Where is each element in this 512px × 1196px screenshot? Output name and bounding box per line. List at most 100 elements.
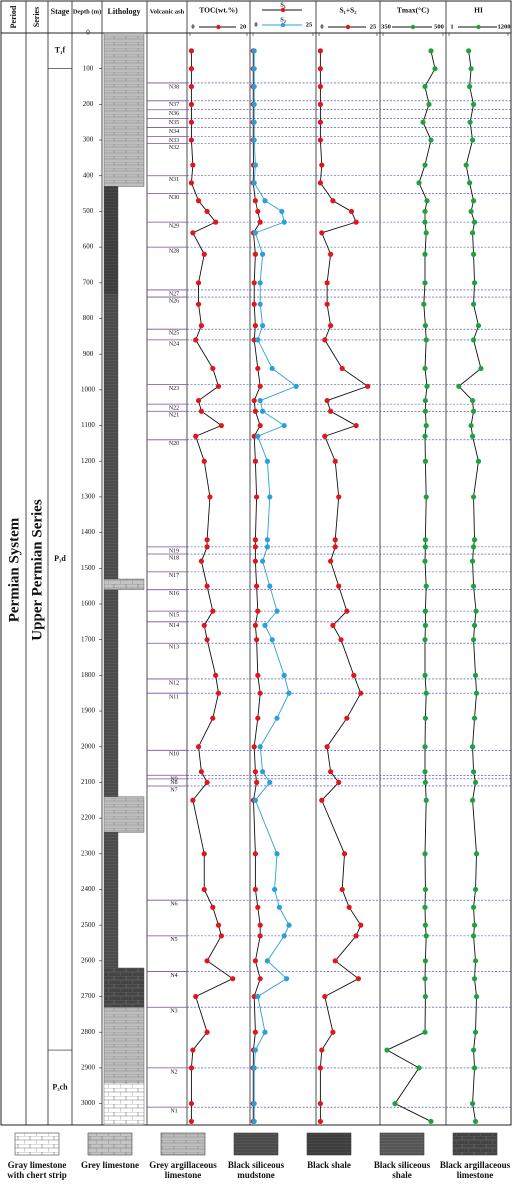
sample-point [341,851,348,857]
sample-point [470,933,477,939]
sample-point [423,933,429,939]
sample-point [471,280,478,286]
ash-label: N2 [170,1069,177,1075]
sample-point [471,537,478,543]
sample-point [264,537,270,543]
sample-point [328,323,334,329]
sample-point [471,219,478,225]
sample-point [255,365,261,372]
legend-label: S₁ [280,1,286,8]
x-tick-label: 0 [320,23,323,30]
depth-tick-label: 900 [83,350,94,358]
sample-point [384,1047,390,1053]
sample-point [330,622,336,628]
sample-point [252,958,258,964]
sample-point [252,1029,258,1035]
sample-point [466,48,472,54]
x-tick-label: 0 [191,23,194,30]
sample-point [422,433,428,439]
sample-point [188,1100,195,1107]
sample-point [274,608,280,614]
legend-label: Gray limestone with chert strip [7,1160,67,1180]
sample-point [475,458,482,464]
sample-point [353,933,359,939]
sample-point [428,48,434,54]
sample-point [195,198,202,204]
sample-point [336,494,342,500]
sample-point [251,433,257,439]
ash-label: N28 [169,248,179,254]
sample-point [251,993,257,1000]
sample-point [422,280,428,286]
sample-point [201,458,207,464]
sample-point [468,208,474,215]
sample-point [392,1100,398,1107]
legend-label: Black siliceous shale [373,1160,431,1180]
depth-tick-label: 2100 [81,778,96,786]
sample-point [470,1047,477,1053]
legend-marker [216,24,221,30]
sample-point [472,1029,479,1035]
sample-point [252,769,258,775]
sample-point [201,886,207,893]
sample-point [422,544,428,550]
sample-point [210,608,216,614]
sample-point [468,66,474,72]
sample-point [252,622,258,628]
depth-tick-label: 1300 [81,493,96,501]
sample-point [422,715,428,721]
sample-point [260,323,266,329]
ash-label: N24 [169,341,179,347]
sample-point [424,198,430,204]
sample-point [262,622,268,628]
depth-tick-label: 1100 [81,421,95,429]
sample-point [269,365,275,372]
legend-swatch [379,1132,425,1156]
depth-tick-label: 1400 [81,528,96,536]
sample-point [255,608,261,614]
sample-point [255,672,261,678]
x-tick-label: 25 [370,23,377,30]
sample-point [472,958,479,964]
sample-point [252,251,258,257]
sample-point [188,1065,195,1071]
ash-label: N8 [170,780,177,786]
sample-point [274,715,280,721]
sample-point [339,886,345,893]
legend-marker [280,7,286,13]
sample-point [423,422,429,429]
sample-point [422,251,428,257]
sample-point [470,301,477,307]
sample-point [293,383,299,389]
sample-point [472,672,479,678]
sample-point [272,886,278,893]
sample-point [257,422,263,429]
sample-point [467,180,473,186]
sample-point [195,280,202,286]
legend-swatch [87,1132,133,1156]
sample-point [252,198,258,204]
sample-point [317,1065,323,1071]
sample-point [346,904,352,910]
x-tick-label: 1200 [498,23,511,30]
sample-point [422,608,428,614]
header-series: Series [32,7,41,27]
ash-label: N3 [170,1009,177,1015]
sample-point [422,886,428,893]
ash-label: N5 [170,937,177,943]
x-tick-label: 0 [254,21,257,28]
sample-point [257,744,263,750]
legend-swatch [14,1132,60,1156]
sample-point [422,744,428,750]
ash-label: N33 [169,138,179,144]
sample-point [317,1100,323,1107]
sample-point [473,993,480,1000]
sample-point [471,622,478,628]
sample-point [201,251,207,257]
depth-tick-label: 2900 [81,1064,96,1072]
sample-point [322,433,328,439]
sample-point [260,251,266,257]
sample-point [257,690,263,696]
lithology-layer [103,32,145,187]
sample-point [257,301,263,307]
